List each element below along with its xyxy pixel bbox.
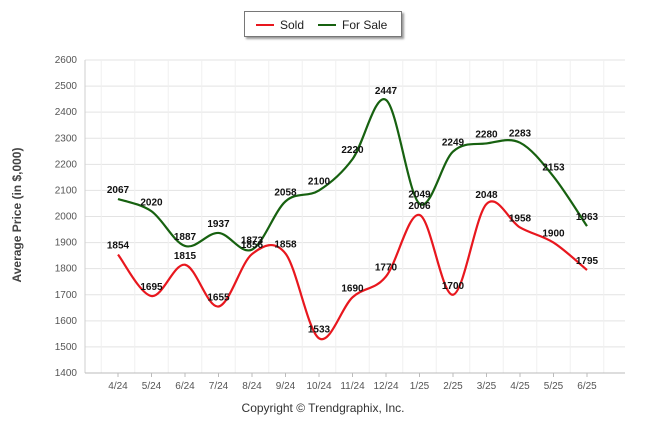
y-tick-2000: 2000 (55, 212, 78, 223)
data-label-for-sale-10: 2249 (442, 138, 465, 149)
data-label-sold-1: 1695 (140, 282, 163, 293)
data-label-sold-2: 1815 (174, 251, 197, 262)
legend-item-sold: Sold (256, 17, 304, 33)
data-label-sold-3: 1655 (207, 292, 230, 303)
y-tick-2100: 2100 (55, 185, 78, 196)
data-label-for-sale-2: 1887 (174, 232, 197, 243)
x-tick-7-24: 7/24 (209, 381, 229, 392)
x-tick-12-24: 12/24 (373, 381, 398, 392)
copyright-footer: Copyright © Trendgraphix, Inc. (241, 401, 405, 415)
data-label-for-sale-13: 2153 (542, 163, 565, 174)
x-tick-2-25: 2/25 (443, 381, 463, 392)
data-label-for-sale-0: 2067 (107, 185, 130, 196)
data-label-sold-11: 2048 (475, 190, 498, 201)
x-tick-8-24: 8/24 (242, 381, 262, 392)
x-tick-4-25: 4/25 (510, 381, 530, 392)
data-label-sold-14: 1795 (576, 256, 599, 267)
data-label-for-sale-11: 2280 (475, 129, 498, 140)
y-axis-title-text: Average Price (in $,000) (10, 147, 24, 283)
data-label-for-sale-7: 2220 (341, 145, 364, 156)
data-label-sold-7: 1690 (341, 283, 364, 294)
y-tick-1500: 1500 (55, 342, 78, 353)
y-tick-1800: 1800 (55, 264, 78, 275)
y-axis-title: Average Price (in $,000) (0, 110, 34, 320)
legend-item-for-sale: For Sale (318, 17, 387, 33)
y-tick-1600: 1600 (55, 316, 78, 327)
data-label-for-sale-5: 2058 (274, 187, 297, 198)
data-label-sold-8: 1770 (375, 262, 398, 273)
x-tick-1-25: 1/25 (410, 381, 430, 392)
x-tick-11-24: 11/24 (340, 381, 365, 392)
y-tick-labels: 1400 1500 1600 1700 1800 1900 2000 2100 2200 2300… (55, 55, 78, 379)
data-label-sold-6: 1533 (308, 324, 331, 335)
data-label-for-sale-6: 2100 (308, 176, 331, 187)
y-tick-1900: 1900 (55, 238, 78, 249)
legend-swatch-sold (256, 24, 274, 26)
x-tick-5-24: 5/24 (142, 381, 162, 392)
data-label-for-sale-12: 2283 (509, 129, 532, 140)
data-label-sold-9: 2006 (408, 201, 431, 212)
data-label-sold-0: 1854 (107, 241, 130, 252)
series-line-sold (117, 200, 588, 341)
data-label-for-sale-8: 2447 (375, 86, 398, 97)
legend-label-for-sale: For Sale (342, 18, 388, 32)
y-tick-2400: 2400 (55, 107, 78, 118)
x-tick-6-24: 6/24 (175, 381, 195, 392)
y-tick-2500: 2500 (55, 81, 78, 92)
x-tick-3-25: 3/25 (477, 381, 497, 392)
x-tick-labels: 4/24 5/24 6/24 7/24 8/24 9/24 10/24 11/24 12/24 1… (108, 381, 597, 392)
data-label-sold-13: 1900 (542, 229, 565, 240)
legend: Sold For Sale (244, 11, 402, 37)
data-label-for-sale-3: 1937 (207, 219, 230, 230)
data-label-for-sale-1: 2020 (140, 197, 163, 208)
grid-lines (85, 59, 625, 374)
axes (84, 60, 625, 377)
x-tick-9-24: 9/24 (276, 381, 296, 392)
data-label-for-sale-9: 2049 (408, 190, 431, 201)
series-line-for-sale (117, 98, 588, 252)
x-tick-4-24: 4/24 (108, 381, 128, 392)
y-tick-2600: 2600 (55, 55, 78, 66)
data-label-sold-4: 1856 (241, 240, 264, 251)
data-label-sold-12: 1958 (509, 213, 532, 224)
data-label-sold-5: 1858 (274, 240, 297, 251)
data-label-sold-10: 1700 (442, 281, 465, 292)
data-labels: 1854 1695 1815 1655 1856 1858 1533 1690 1770 2006… (107, 86, 599, 335)
legend-swatch-for-sale (318, 24, 336, 26)
y-tick-2300: 2300 (55, 133, 78, 144)
x-tick-5-25: 5/25 (544, 381, 564, 392)
data-label-for-sale-4: 1873 (241, 236, 264, 247)
y-tick-2200: 2200 (55, 159, 78, 170)
x-tick-10-24: 10/24 (306, 381, 331, 392)
series-lines (117, 98, 588, 341)
x-tick-6-25: 6/25 (577, 381, 597, 392)
data-label-for-sale-14: 1963 (576, 212, 599, 223)
y-tick-1400: 1400 (55, 368, 78, 379)
legend-label-sold: Sold (280, 18, 305, 32)
y-tick-1700: 1700 (55, 290, 78, 301)
